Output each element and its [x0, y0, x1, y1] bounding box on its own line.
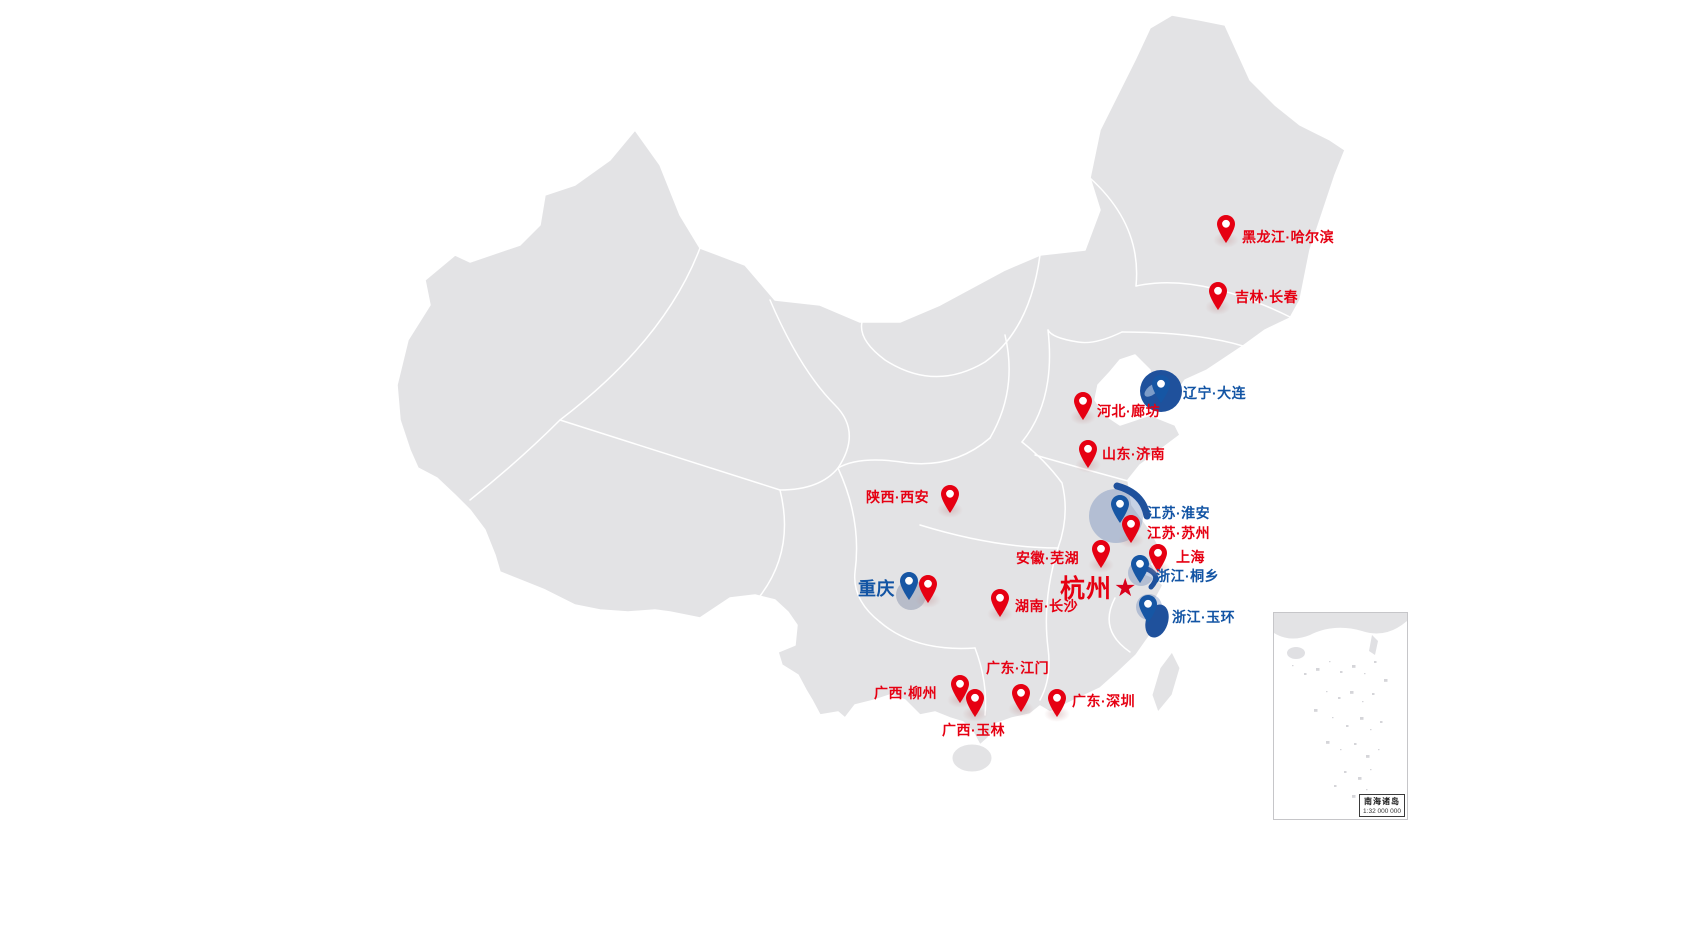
- map-pin-guangxi-liuzhou[interactable]: [951, 675, 969, 703]
- map-label-jiangsu-huaian: 江苏·淮安: [1147, 505, 1211, 521]
- inset-coastline: [1274, 613, 1407, 639]
- map-pin-hunan-changsha[interactable]: [991, 589, 1009, 617]
- map-label-chongqing: 重庆: [858, 579, 895, 599]
- map-label-zhejiang-yuhuan: 浙江·玉环: [1172, 609, 1236, 625]
- map-pin-guangdong-shenzhen[interactable]: [1048, 689, 1066, 717]
- map-pin-jilin-changchun[interactable]: [1209, 282, 1227, 310]
- map-pin-chongqing-east[interactable]: [919, 575, 937, 603]
- map-label-zhejiang-tongxiang: 浙江·桐乡: [1156, 568, 1220, 584]
- map-label-guangdong-jiangmen: 广东·江门: [986, 660, 1050, 676]
- map-pin-zhejiang-yuhuan[interactable]: [1139, 595, 1157, 623]
- map-pin-shanghai[interactable]: [1149, 544, 1167, 572]
- map-label-shandong-jinan: 山东·济南: [1102, 446, 1166, 462]
- map-label-liaoning-dalian: 辽宁·大连: [1183, 385, 1247, 401]
- province-borders: [469, 177, 1293, 716]
- headquarters-hangzhou[interactable]: 杭州 ★: [1060, 569, 1136, 605]
- map-label-jiangsu-suzhou: 江苏·苏州: [1147, 525, 1211, 541]
- map-label-anhui-wuhu: 安徽·芜湖: [1016, 550, 1080, 566]
- map-label-jilin-changchun: 吉林·长春: [1235, 289, 1299, 305]
- map-label-guangdong-shenzhen: 广东·深圳: [1072, 693, 1136, 709]
- inset-title: 南海诸岛: [1364, 797, 1401, 806]
- map-pin-hebei-langfang[interactable]: [1074, 392, 1092, 420]
- inset-hainan: [1287, 647, 1305, 659]
- map-label-guangxi-yulin: 广西·玉林: [942, 722, 1006, 738]
- inset-islands: [1292, 661, 1388, 798]
- hainan-island: [951, 743, 993, 773]
- taiwan-island: [1151, 651, 1181, 714]
- map-label-shanghai: 上海: [1176, 549, 1205, 565]
- map-pin-anhui-wuhu[interactable]: [1092, 540, 1110, 568]
- headquarters-label: 杭州: [1060, 575, 1113, 603]
- map-label-guangxi-liuzhou: 广西·柳州: [874, 685, 938, 701]
- south-china-sea-inset: 南海诸岛 1:32 000 000: [1273, 612, 1408, 820]
- map-pin-shandong-jinan[interactable]: [1079, 440, 1097, 468]
- inset-scale: 1:32 000 000: [1363, 808, 1401, 815]
- inset-map: [1274, 613, 1407, 798]
- map-pin-guangdong-jiangmen[interactable]: [1012, 684, 1030, 712]
- map-pin-shaanxi-xian[interactable]: [941, 485, 959, 513]
- map-pin-guangxi-yulin[interactable]: [966, 689, 984, 717]
- map-pin-chongqing[interactable]: [900, 572, 918, 600]
- map-pin-jiangsu-huaian[interactable]: [1111, 495, 1129, 523]
- map-pin-heilongjiang-harbin[interactable]: [1217, 215, 1235, 243]
- region-hangzhou-bay-coast: [1144, 566, 1159, 590]
- inset-taiwan: [1369, 635, 1378, 655]
- map-pin-zhejiang-tongxiang[interactable]: [1131, 555, 1149, 583]
- map-label-hebei-langfang: 河北·廊坊: [1097, 403, 1161, 419]
- china-landmass: [396, 14, 1346, 746]
- map-pin-liaoning-dalian[interactable]: [1152, 375, 1170, 403]
- map-label-hunan-changsha: 湖南·长沙: [1015, 598, 1079, 614]
- star-icon: ★: [1114, 573, 1137, 602]
- map-label-heilongjiang-harbin: 黑龙江·哈尔滨: [1242, 229, 1335, 245]
- region-jiangsu-coast: [1113, 482, 1151, 520]
- inset-caption: 南海诸岛 1:32 000 000: [1359, 794, 1405, 817]
- map-label-shaanxi-xian: 陕西·西安: [866, 489, 930, 505]
- map-pin-jiangsu-suzhou[interactable]: [1122, 515, 1140, 543]
